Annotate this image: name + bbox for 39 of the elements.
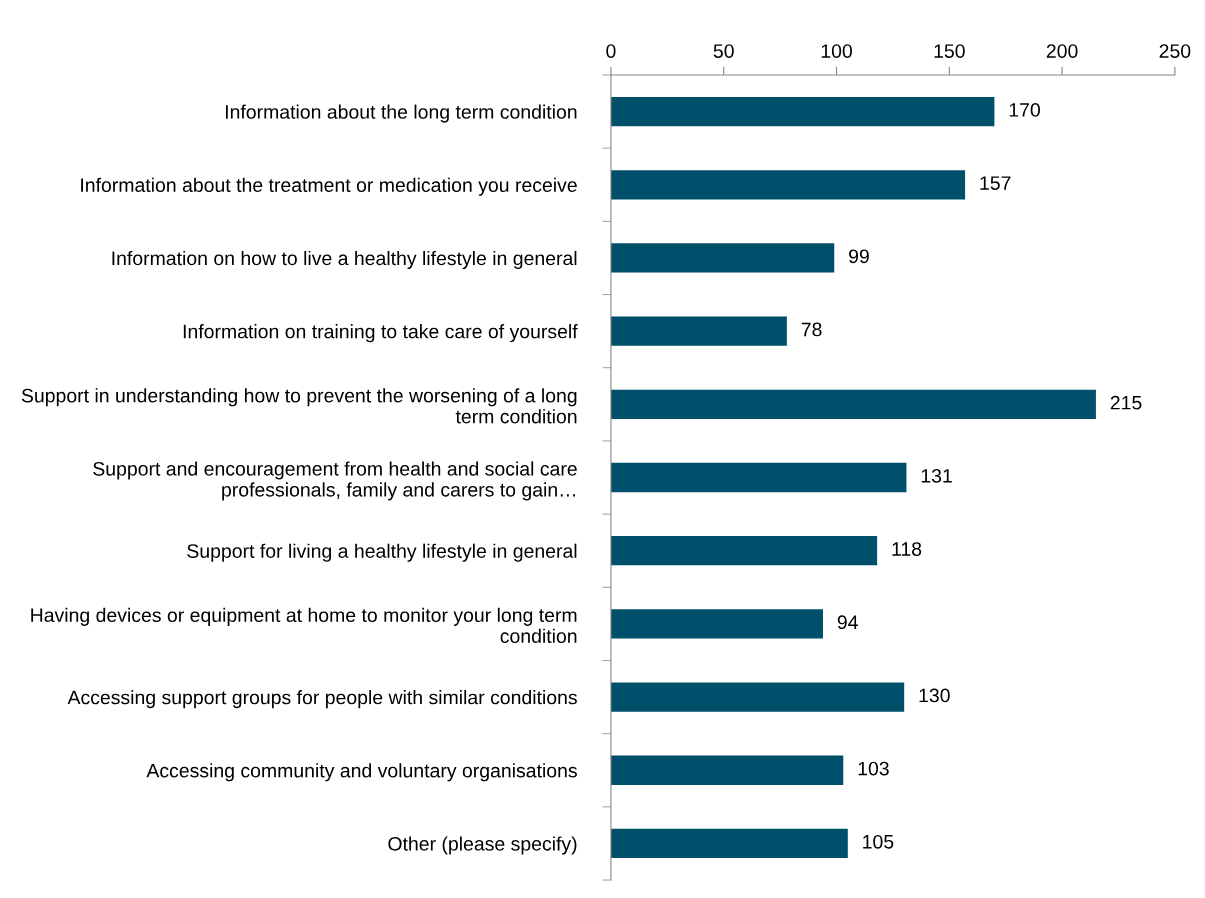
data-label: 215 — [1110, 395, 1142, 410]
y-tick-label: Accessing support groups for people with similar conditions — [67, 690, 577, 709]
data-label: 157 — [980, 176, 1011, 190]
data-label: 170 — [1009, 103, 1040, 117]
y-tick-label: Information on how to live a healthy lifestyle in general — [112, 250, 577, 270]
x-tick-label: 150 — [934, 44, 965, 58]
bar — [610, 609, 823, 639]
bar — [610, 170, 966, 200]
data-label: 103 — [858, 761, 889, 776]
data-label: 105 — [863, 834, 894, 849]
y-tick-label: Information about the treatment or medication you receive — [81, 177, 577, 196]
y-tick-label: Information on training to take care of yourself — [183, 324, 578, 343]
y-tick-label: Other (please specify) — [388, 836, 577, 855]
bar — [610, 389, 1096, 419]
y-tick-label: Accessing community and voluntary organisations — [146, 763, 577, 782]
y-tick-label: Support for living a healthy lifestyle in general — [187, 543, 577, 562]
x-tick-label: 100 — [821, 44, 852, 58]
data-label: 99 — [849, 249, 869, 264]
y-tick-label: Support in understanding how to prevent the worsening of a long term condition — [21, 388, 577, 424]
bar — [610, 316, 787, 346]
bar — [610, 96, 995, 127]
data-label: 130 — [919, 688, 950, 703]
x-tick-label: 0 — [606, 44, 616, 58]
data-label: 118 — [892, 542, 922, 556]
y-tick-label: Support and encouragement from health and social care professionals, family and carers to gain… — [93, 461, 577, 501]
bar — [610, 243, 835, 273]
y-tick-label: Having devices or equipment at home to monitor your long term condition — [31, 607, 577, 643]
y-tick-label: Information about the long term condition — [225, 104, 577, 123]
bar — [610, 462, 907, 493]
x-tick-label: 200 — [1046, 44, 1078, 58]
x-tick-label: 250 — [1159, 44, 1191, 58]
bar — [610, 536, 878, 566]
bar — [610, 755, 844, 785]
data-label: 131 — [921, 468, 952, 483]
bar — [610, 828, 848, 859]
bar — [610, 682, 905, 712]
data-label: 94 — [837, 615, 858, 630]
data-label: 78 — [801, 322, 822, 337]
x-tick-label: 50 — [713, 44, 734, 58]
